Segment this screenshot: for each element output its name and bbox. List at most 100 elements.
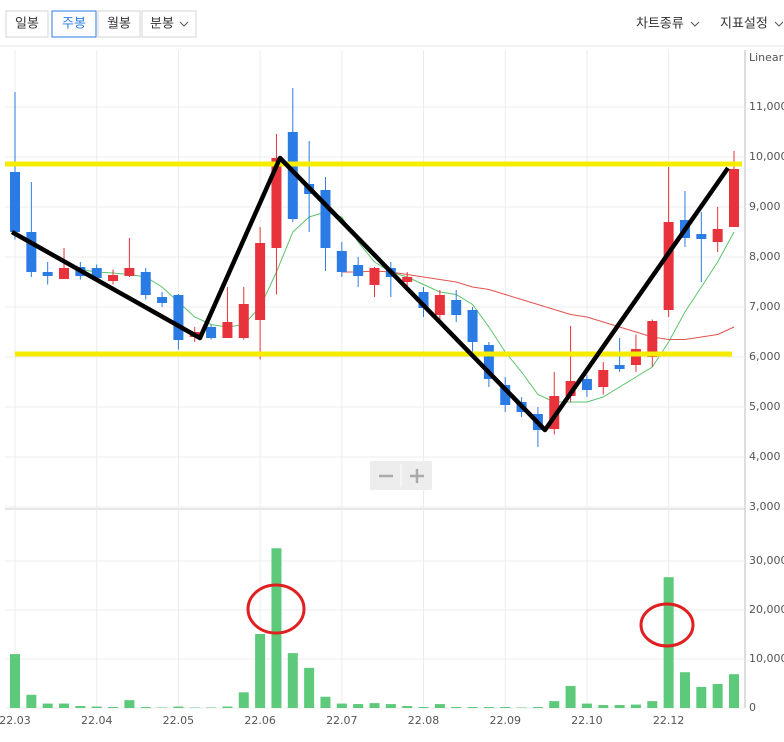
volume-bar (402, 706, 412, 708)
volume-bar (10, 654, 20, 708)
y2-tick-label: 30,000,000 (749, 554, 784, 567)
volume-bar (435, 704, 445, 708)
candle-body (729, 169, 739, 227)
candle-body (239, 304, 249, 338)
x-tick-label: 22.06 (244, 714, 276, 727)
candle-body (43, 272, 53, 276)
menu-label: 지표설정 (720, 17, 768, 32)
y-tick-label: 8,000 (749, 250, 781, 263)
volume-bar (337, 704, 347, 708)
period-label: 일봉 (15, 17, 39, 32)
candle-body (10, 172, 20, 232)
volume-bar (680, 672, 690, 708)
volume-bar (141, 707, 151, 708)
candle-body (370, 268, 380, 285)
volume-bar (271, 548, 281, 708)
x-tick-label: 22.04 (81, 714, 113, 727)
candle-body (59, 268, 69, 279)
volume-bar (92, 707, 102, 708)
candle-body (713, 229, 723, 242)
candle-body (598, 370, 608, 387)
volume-bar (43, 704, 53, 708)
candle-body (402, 277, 412, 282)
candle-body (631, 349, 641, 365)
candle-body (157, 297, 167, 303)
candle-body (696, 234, 706, 239)
volume-bar (647, 701, 657, 708)
candle-body (615, 365, 625, 369)
volume-bar (451, 707, 461, 708)
y-tick-label: 11,000 (749, 100, 784, 113)
x-tick-label: 22.08 (408, 714, 440, 727)
zigzag-drawing (12, 158, 728, 430)
menu-label: 차트종류 (636, 17, 684, 32)
volume-bar (222, 707, 232, 708)
y2-tick-label: 20,000,000 (749, 603, 784, 616)
volume-bar (484, 707, 494, 708)
volume-bar (713, 684, 723, 708)
period-label: 월봉 (107, 17, 131, 32)
period-button[interactable]: 일봉 (6, 11, 48, 37)
y-tick-label: 3,000 (749, 500, 781, 513)
volume-bar (729, 674, 739, 708)
volume-bar (304, 668, 314, 708)
period-button[interactable]: 분봉 (142, 11, 196, 37)
volume-bar (75, 706, 85, 708)
y-tick-label: 7,000 (749, 300, 781, 313)
y-tick-label: 6,000 (749, 350, 781, 363)
volume-bar (26, 695, 36, 708)
volume-bar (370, 703, 380, 708)
candle-body (582, 379, 592, 390)
candle-body (337, 251, 347, 272)
annotations (5, 158, 742, 646)
volume-bar (468, 707, 478, 708)
y-tick-label: 5,000 (749, 400, 781, 413)
x-tick-label: 22.05 (163, 714, 195, 727)
candles (10, 88, 739, 447)
volume-bar (353, 704, 363, 708)
period-label: 분봉 (150, 17, 174, 32)
volume-bar (582, 704, 592, 708)
volume-bar (255, 634, 265, 708)
volume-panel (10, 548, 739, 708)
y2-tick-label: 10,000,000 (749, 652, 784, 665)
candle-body (141, 272, 151, 295)
x-tick-label: 22.12 (653, 714, 685, 727)
volume-bar (631, 705, 641, 708)
volume-bar (500, 707, 510, 708)
volume-bar (664, 577, 674, 708)
candle-body (664, 222, 674, 310)
volume-bar (239, 692, 249, 708)
period-button[interactable]: 주봉 (52, 11, 96, 37)
volume-bar (320, 697, 330, 708)
volume-bar (598, 705, 608, 708)
volume-bar (173, 707, 183, 708)
y-tick-label: 9,000 (749, 200, 781, 213)
y2-tick-label: 0 (749, 701, 756, 714)
candle-body (222, 322, 232, 338)
x-tick-label: 22.09 (489, 714, 521, 727)
x-tick-label: 22.03 (0, 714, 31, 727)
candle-body (468, 310, 478, 342)
volume-bar (124, 700, 134, 708)
period-label: 주봉 (62, 17, 86, 32)
candle-body (26, 232, 36, 272)
grid (5, 50, 745, 708)
period-button[interactable]: 월봉 (98, 11, 140, 37)
y-tick-label: 10,000 (749, 150, 784, 163)
volume-bar (696, 687, 706, 708)
volume-bar (59, 704, 69, 708)
candle-body (435, 295, 445, 315)
candle-body (353, 265, 363, 276)
volume-bar (566, 686, 576, 708)
volume-bar (386, 704, 396, 708)
candle-body (206, 327, 216, 338)
candle-body (124, 268, 134, 276)
scale-label: Linear (749, 51, 784, 64)
volume-bar (615, 705, 625, 708)
x-tick-label: 22.10 (571, 714, 603, 727)
volume-bar (288, 653, 298, 708)
volume-bar (419, 707, 429, 708)
